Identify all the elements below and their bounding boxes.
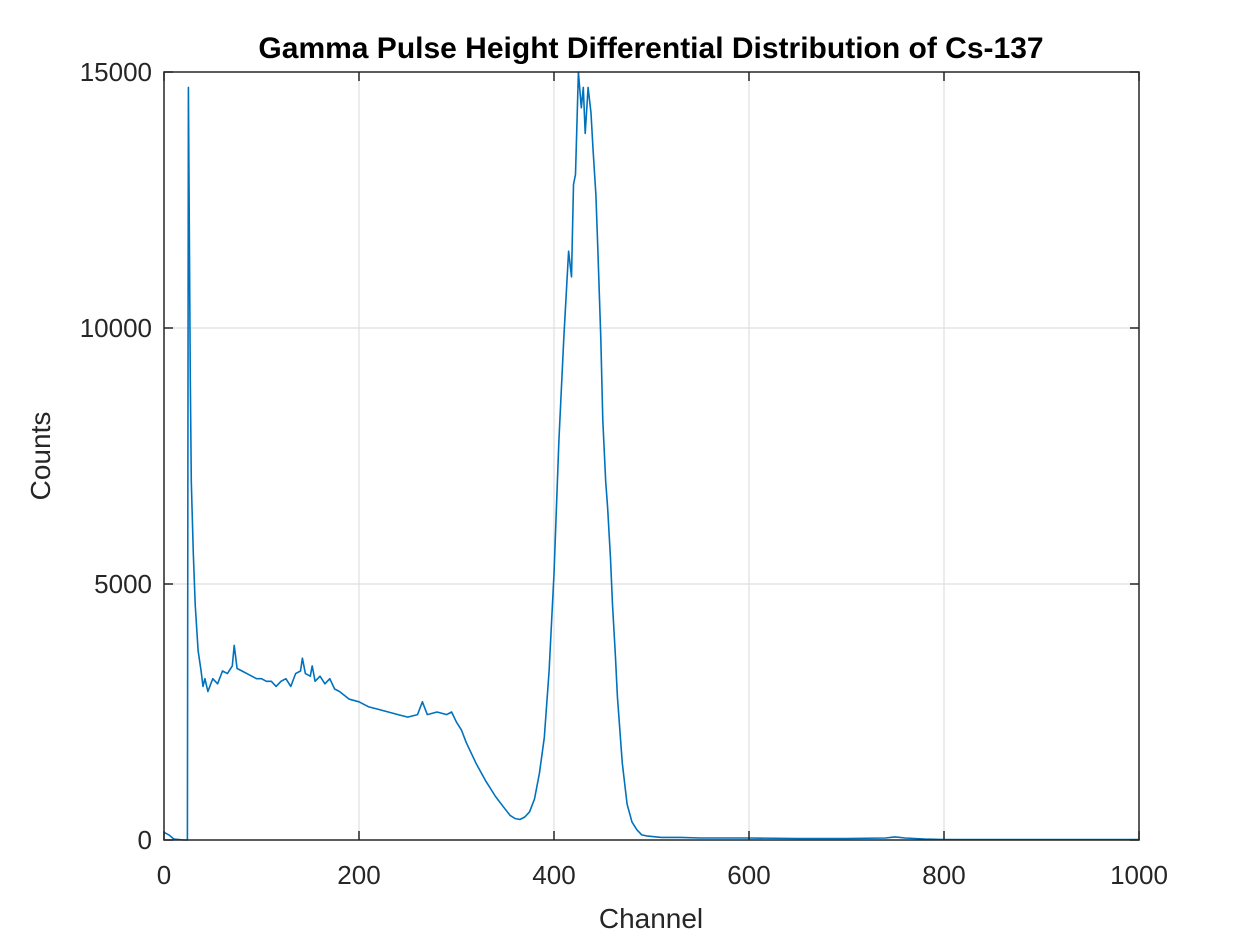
x-tick-label: 400 (532, 860, 575, 890)
grid-lines (164, 72, 1139, 840)
tick-marks (163, 71, 1140, 841)
series-line (163, 71, 1139, 841)
x-tick-label: 1000 (1110, 860, 1168, 890)
y-axis-label: Counts (25, 412, 56, 501)
series-layer (163, 71, 1139, 841)
x-tick-label: 0 (157, 860, 171, 890)
x-tick-label: 200 (337, 860, 380, 890)
x-axis-label: Channel (599, 903, 703, 934)
y-tick-label: 10000 (80, 313, 152, 343)
x-tick-label: 800 (922, 860, 965, 890)
y-tick-label: 5000 (94, 569, 152, 599)
x-tick-label: 600 (727, 860, 770, 890)
axes-box (163, 71, 1140, 841)
plot-background (164, 72, 1139, 840)
chart-title: Gamma Pulse Height Differential Distribu… (258, 32, 1043, 65)
y-tick-label: 15000 (80, 57, 152, 87)
y-tick-label: 0 (138, 825, 152, 855)
